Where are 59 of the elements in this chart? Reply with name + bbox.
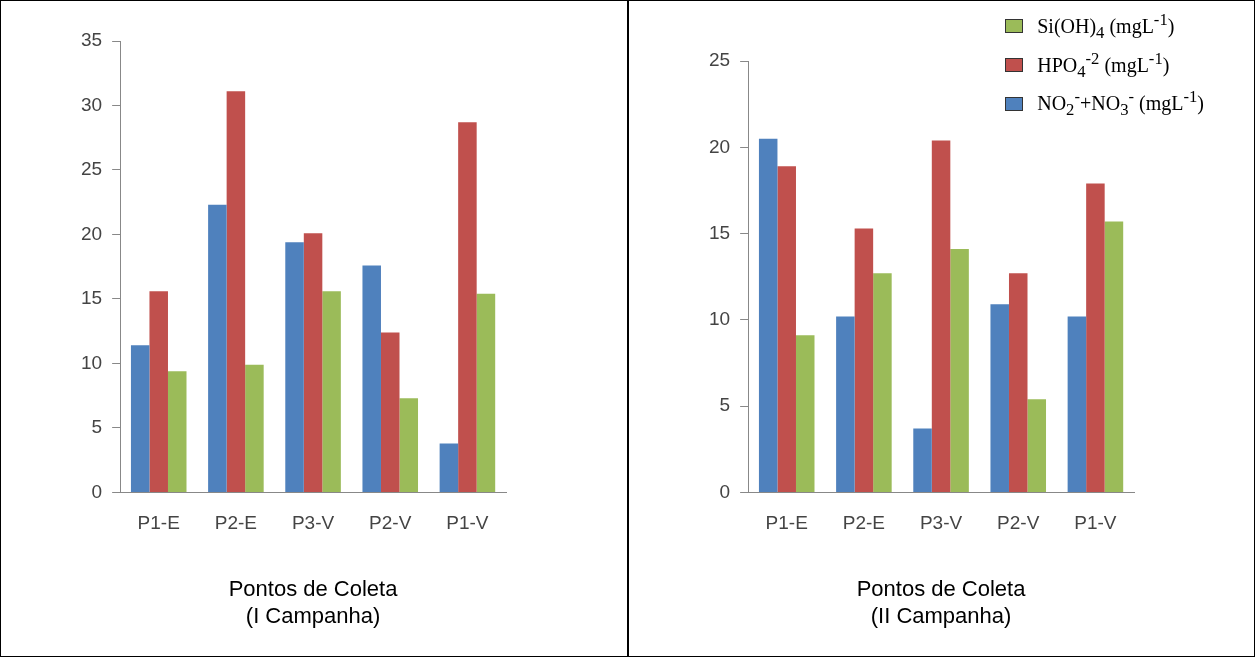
bar	[1104, 221, 1124, 492]
y-tick-label: 35	[80, 29, 103, 51]
bar	[130, 345, 150, 492]
legend-label: HPO$_{4}$$^{-2}$ (mgL$^{-1}$)	[1037, 47, 1170, 83]
y-tick-label: 10	[708, 308, 731, 330]
bar	[208, 204, 227, 492]
y-tick-label: 0	[91, 480, 103, 502]
bar	[873, 273, 892, 492]
x-tick-label: P2-E	[842, 512, 886, 534]
bar	[836, 316, 855, 492]
bar	[777, 166, 796, 492]
bar	[795, 335, 815, 492]
bar	[950, 249, 969, 492]
y-tick-label: 10	[80, 351, 103, 373]
x-axis-title: Pontos de Coleta (II Campanha)	[856, 576, 1027, 628]
x-tick-label: P1-E	[137, 512, 180, 534]
bar	[303, 233, 323, 492]
bar	[399, 398, 419, 492]
bar	[226, 91, 246, 492]
bar	[476, 293, 496, 492]
bar	[931, 140, 951, 492]
bar	[854, 228, 874, 492]
x-tick-label: P2-V	[997, 512, 1040, 534]
x-tick-label: P2-V	[369, 512, 412, 534]
bar	[380, 332, 400, 492]
x-tick-label: P3-V	[291, 512, 335, 534]
x-tick-label: P1-V	[446, 512, 489, 534]
bar	[1086, 183, 1105, 492]
bar	[458, 122, 477, 492]
bar	[1027, 399, 1047, 492]
y-tick-label: 20	[708, 135, 731, 157]
y-tick-label: 15	[80, 287, 103, 309]
bar	[322, 291, 341, 492]
y-tick-label: 20	[80, 222, 103, 244]
bar	[245, 364, 264, 492]
x-tick-label: P1-V	[1074, 512, 1117, 534]
bar	[362, 265, 381, 492]
bar	[149, 291, 168, 492]
y-tick-label: 25	[708, 49, 731, 71]
text: NO$_{2}$$^{-}$+NO$_{3}$$^{-}$ (mgL$^{-1}$)	[1037, 87, 1204, 119]
bar	[990, 304, 1009, 492]
x-tick-label: P3-V	[919, 512, 963, 534]
y-tick-label: 5	[719, 394, 731, 416]
y-tick-label: 5	[91, 416, 103, 438]
x-tick-label: P2-E	[214, 512, 258, 534]
y-tick-label: 0	[719, 480, 731, 502]
legend-label: Si(OH)$_{4}$ (mgL$^{-1}$)	[1037, 9, 1175, 44]
x-tick-label: P1-E	[765, 512, 808, 534]
bar	[285, 242, 304, 492]
y-tick-label: 25	[80, 158, 103, 180]
bar	[439, 443, 459, 492]
bar	[913, 428, 932, 492]
y-tick-label: 30	[80, 93, 103, 115]
bar	[1067, 316, 1087, 492]
y-tick-label: 15	[708, 221, 731, 243]
bar	[167, 371, 187, 492]
x-axis-title: Pontos de Coleta (I Campanha)	[228, 576, 399, 628]
bar	[758, 138, 778, 492]
bar	[1008, 273, 1028, 492]
